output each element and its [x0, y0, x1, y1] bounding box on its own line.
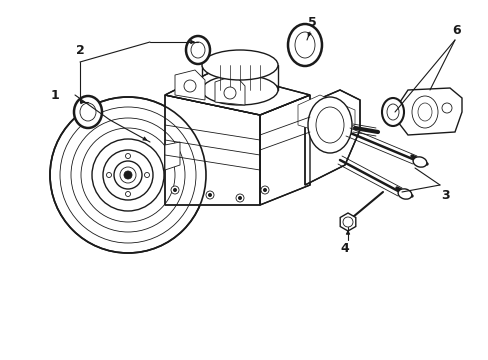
- Ellipse shape: [307, 97, 351, 153]
- Text: 4: 4: [340, 242, 348, 255]
- Polygon shape: [260, 95, 309, 205]
- Ellipse shape: [114, 161, 142, 189]
- Text: 6: 6: [452, 23, 460, 36]
- Ellipse shape: [207, 193, 212, 197]
- Ellipse shape: [224, 87, 236, 99]
- Text: 1: 1: [51, 89, 59, 102]
- Ellipse shape: [202, 75, 278, 105]
- Ellipse shape: [294, 32, 314, 58]
- Ellipse shape: [441, 103, 451, 113]
- Ellipse shape: [185, 36, 209, 64]
- Polygon shape: [305, 90, 359, 185]
- Polygon shape: [397, 88, 461, 135]
- Text: 5: 5: [307, 15, 316, 28]
- Ellipse shape: [386, 104, 398, 120]
- Ellipse shape: [173, 188, 177, 192]
- Ellipse shape: [412, 157, 426, 167]
- Ellipse shape: [183, 80, 196, 92]
- Ellipse shape: [202, 50, 278, 80]
- Ellipse shape: [236, 194, 244, 202]
- Ellipse shape: [144, 172, 149, 177]
- Polygon shape: [164, 70, 309, 115]
- Ellipse shape: [381, 98, 403, 126]
- Text: 2: 2: [76, 44, 84, 57]
- Ellipse shape: [124, 171, 132, 179]
- Ellipse shape: [411, 96, 437, 128]
- Ellipse shape: [261, 186, 268, 194]
- Ellipse shape: [80, 103, 96, 121]
- Polygon shape: [297, 95, 354, 135]
- Ellipse shape: [171, 186, 179, 194]
- Ellipse shape: [106, 172, 111, 177]
- Ellipse shape: [125, 192, 130, 197]
- Ellipse shape: [205, 191, 214, 199]
- Ellipse shape: [315, 107, 343, 143]
- Polygon shape: [175, 70, 204, 100]
- Ellipse shape: [125, 153, 130, 158]
- Ellipse shape: [74, 96, 102, 128]
- Text: 3: 3: [440, 189, 448, 202]
- Polygon shape: [164, 95, 260, 205]
- Polygon shape: [164, 142, 180, 170]
- Polygon shape: [215, 75, 244, 105]
- Ellipse shape: [263, 188, 266, 192]
- Ellipse shape: [50, 97, 205, 253]
- Ellipse shape: [238, 196, 242, 200]
- Ellipse shape: [191, 42, 204, 58]
- Ellipse shape: [397, 189, 411, 199]
- Ellipse shape: [287, 24, 321, 66]
